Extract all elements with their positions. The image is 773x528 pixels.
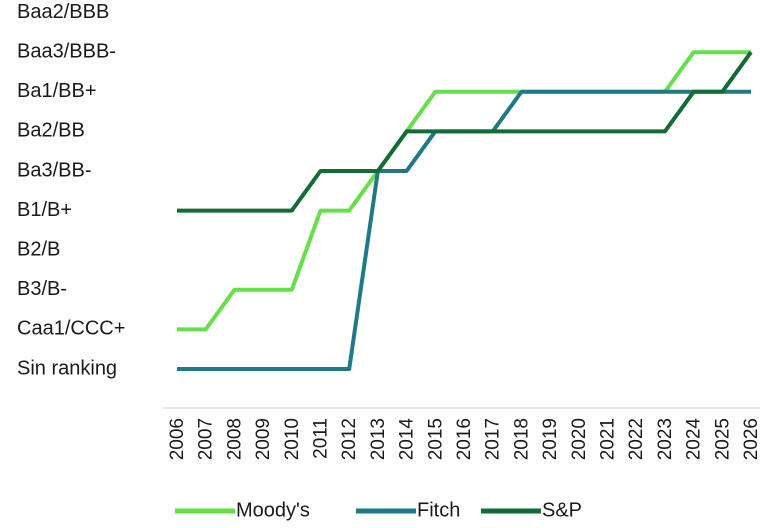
y-tick-label-sin-ranking: Sin ranking [17, 357, 117, 379]
x-tick-label-2008: 2008 [224, 418, 245, 460]
y-axis-tick-labels: Sin ranking Caa1/CCC+ B3/B- B2/B B1/B+ Ba3/BB… [17, 1, 125, 379]
legend-label-s-p: S&P [542, 499, 582, 521]
y-tick-label-b1-b: B1/B+ [17, 199, 72, 221]
y-tick-label-ba1-bb: Ba1/BB+ [17, 80, 97, 102]
y-tick-label-baa3-bbb: Baa3/BBB- [17, 40, 116, 62]
x-tick-label-2013: 2013 [368, 418, 389, 460]
x-tick-label-2025: 2025 [712, 418, 733, 460]
x-tick-label-2026: 2026 [741, 418, 762, 460]
x-tick-label-2018: 2018 [511, 418, 532, 460]
x-tick-label-2007: 2007 [196, 418, 217, 460]
y-tick-label-caa1-ccc: Caa1/CCC+ [17, 318, 125, 340]
x-axis-tick-labels: 2006 2007 2008 2009 2010 2011 2012 2013 2014 2015… [167, 418, 762, 461]
y-tick-label-ba2-bb: Ba2/BB [17, 120, 85, 142]
y-tick-label-baa2-bbb: Baa2/BBB [17, 1, 109, 23]
y-tick-label-ba3-bb: Ba3/BB- [17, 159, 91, 181]
x-tick-label-2014: 2014 [397, 418, 418, 461]
y-tick-label-b2-b: B2/B [17, 238, 60, 260]
x-tick-label-2011: 2011 [311, 418, 332, 459]
x-tick-label-2017: 2017 [483, 418, 504, 460]
x-tick-label-2012: 2012 [339, 418, 360, 460]
series-lines [177, 50, 753, 371]
legend-label-moody-s: Moody's [236, 499, 310, 521]
series-line-s-p [177, 51, 753, 213]
x-tick-label-2015: 2015 [425, 418, 446, 460]
x-tick-label-2020: 2020 [569, 418, 590, 460]
x-tick-label-2010: 2010 [282, 418, 303, 460]
x-tick-label-2024: 2024 [684, 418, 705, 461]
x-tick-label-2016: 2016 [454, 418, 475, 460]
x-tick-label-2023: 2023 [655, 418, 676, 460]
legend-label-fitch: Fitch [417, 499, 460, 521]
x-tick-label-2006: 2006 [167, 418, 188, 460]
legend: Moody's Fitch S&P [175, 499, 582, 521]
x-tick-label-2022: 2022 [626, 418, 647, 460]
x-tick-label-2009: 2009 [253, 418, 274, 460]
x-tick-label-2019: 2019 [540, 418, 561, 460]
y-tick-label-b3-b: B3/B- [17, 278, 67, 300]
x-tick-label-2021: 2021 [598, 418, 619, 460]
